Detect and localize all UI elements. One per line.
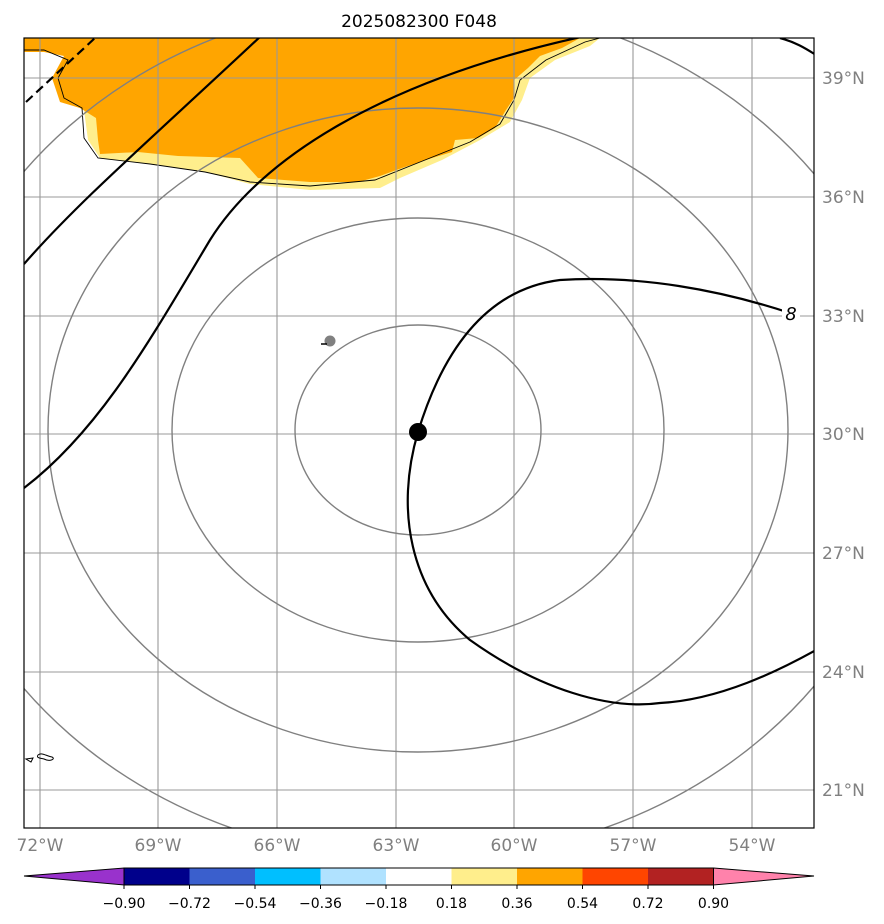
island-outline (24, 753, 54, 763)
range-ring-2 (171, 217, 665, 643)
lon-label-66w: 66°W (254, 836, 301, 856)
range-ring-3 (47, 107, 789, 753)
lat-label-27n: 27°N (822, 544, 865, 564)
colorbar-tick-label-3: −0.54 (234, 896, 277, 912)
colorbar-segment-1 (124, 868, 190, 885)
contour-line-northeast (779, 38, 814, 56)
colorbar-tick-label-1: −0.90 (103, 896, 146, 912)
contour-line-northwest (24, 38, 261, 265)
colorbar-tick-label-8: 0.54 (567, 896, 598, 912)
lon-label-72w: 72°W (17, 836, 64, 856)
lon-label-60w: 60°W (491, 836, 538, 856)
colorbar-segment-3 (255, 868, 321, 885)
range-ring-1 (294, 324, 542, 536)
range-rings (24, 38, 814, 828)
latitude-labels: 39°N 36°N 33°N 30°N 27°N 24°N 21°N (822, 69, 865, 801)
colorbar-segment-4 (320, 868, 386, 885)
colorbar-extend-high (713, 867, 815, 886)
colorbar-segment-9 (648, 868, 714, 885)
colorbar: −0.90 −0.72 −0.54 −0.36 −0.18 0.18 0.36 … (23, 867, 815, 912)
graticule (24, 38, 814, 828)
contour-line-middle (24, 38, 582, 489)
lat-label-24n: 24°N (822, 663, 865, 683)
colorbar-tick-label-2: −0.72 (168, 896, 211, 912)
storm-center-marker (409, 423, 427, 441)
contour-line-8 (406, 277, 814, 706)
colorbar-ticks (123, 885, 714, 889)
lat-label-39n: 39°N (822, 69, 865, 89)
contour-label-background (782, 302, 800, 324)
colorbar-segment-2 (189, 868, 255, 885)
positive-field-region (24, 38, 580, 182)
colorbar-tick-label-4: −0.36 (299, 896, 342, 912)
dashed-contour (25, 38, 96, 103)
map-frame (23, 37, 815, 829)
map-panel: 8 (23, 37, 815, 829)
colorbar-segment-6 (451, 868, 517, 885)
coastline (24, 38, 601, 187)
colorbar-extend-low (23, 867, 125, 886)
lat-label-21n: 21°N (822, 781, 865, 801)
lon-label-57w: 57°W (610, 836, 657, 856)
colorbar-tick-label-9: 0.72 (632, 896, 663, 912)
colorbar-segment-8 (582, 868, 648, 885)
colorbar-frame (123, 867, 714, 886)
longitude-labels: 72°W 69°W 66°W 63°W 60°W 57°W 54°W (17, 836, 776, 856)
colorbar-tick-label-6: 0.18 (436, 896, 467, 912)
lat-label-36n: 36°N (822, 188, 865, 208)
map-title: 2025082300 F048 (341, 12, 497, 32)
lat-label-33n: 33°N (822, 307, 865, 327)
colorbar-segment-5 (386, 868, 452, 885)
lat-label-30n: 30°N (822, 425, 865, 445)
colorbar-segment-7 (517, 868, 583, 885)
colorbar-tick-label-5: −0.18 (365, 896, 408, 912)
colorbar-tick-label-7: 0.36 (501, 896, 532, 912)
lon-label-63w: 63°W (373, 836, 420, 856)
lon-label-54w: 54°W (729, 836, 776, 856)
colorbar-tick-label-10: 0.90 (698, 896, 729, 912)
contour-label: 8 (785, 304, 796, 325)
gray-marker (324, 335, 336, 347)
contour-lines (24, 38, 814, 706)
lon-label-69w: 69°W (135, 836, 182, 856)
